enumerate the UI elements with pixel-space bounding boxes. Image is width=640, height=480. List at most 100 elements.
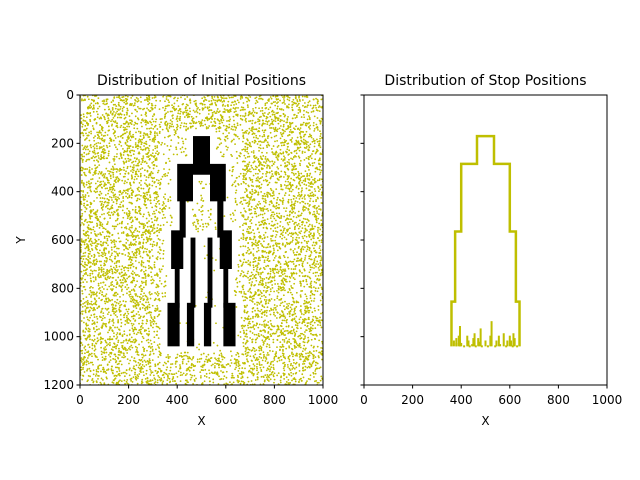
initial-position-point <box>251 307 254 310</box>
initial-position-point <box>151 162 154 164</box>
initial-position-point <box>193 378 196 381</box>
initial-position-point <box>150 293 153 295</box>
initial-position-point <box>166 221 168 224</box>
initial-position-point <box>161 292 164 295</box>
initial-position-point <box>132 376 135 379</box>
initial-position-point <box>261 339 264 342</box>
initial-position-point <box>89 306 92 309</box>
initial-position-point <box>250 219 253 221</box>
initial-position-point <box>245 164 248 167</box>
initial-position-point <box>270 360 273 363</box>
initial-position-point <box>284 210 287 213</box>
initial-position-point <box>120 145 123 147</box>
initial-position-point <box>158 203 161 205</box>
initial-position-point <box>214 362 216 365</box>
initial-position-point <box>177 109 180 112</box>
initial-position-point <box>196 202 199 205</box>
initial-position-point <box>137 170 140 173</box>
initial-position-point <box>224 97 226 100</box>
initial-position-point <box>230 153 232 156</box>
initial-position-point <box>134 216 137 219</box>
initial-position-point <box>143 142 146 145</box>
initial-position-point <box>249 170 252 173</box>
initial-position-point <box>149 130 152 133</box>
initial-position-point <box>93 143 96 146</box>
initial-position-point <box>256 301 258 304</box>
initial-position-point <box>248 200 251 203</box>
initial-position-point <box>243 309 246 312</box>
initial-position-point <box>272 364 275 366</box>
initial-position-point <box>98 177 101 179</box>
initial-position-point <box>263 135 266 138</box>
initial-position-point <box>158 376 161 379</box>
initial-position-point <box>97 134 100 137</box>
initial-position-point <box>253 232 256 235</box>
initial-position-point <box>263 298 266 301</box>
initial-position-point <box>289 277 292 279</box>
initial-position-point <box>167 357 170 360</box>
initial-position-point <box>219 378 222 381</box>
initial-position-point <box>112 285 115 288</box>
initial-position-point <box>245 202 248 205</box>
initial-position-point <box>262 343 265 346</box>
initial-position-point <box>87 354 90 357</box>
initial-position-point <box>214 103 217 106</box>
initial-position-point <box>256 264 259 267</box>
initial-position-point <box>318 208 321 211</box>
initial-position-point <box>95 300 98 302</box>
initial-position-point <box>95 235 98 237</box>
initial-position-point <box>100 202 103 205</box>
initial-position-point <box>140 293 142 296</box>
initial-position-point <box>313 259 316 262</box>
initial-position-point <box>113 115 116 117</box>
initial-position-point <box>153 210 155 213</box>
initial-position-point <box>86 95 89 98</box>
initial-position-point <box>87 237 90 239</box>
initial-position-point <box>161 217 164 220</box>
left-subplot: Distribution of Initial Positions 0 200 40… <box>14 73 338 428</box>
initial-position-point <box>103 108 106 111</box>
initial-position-point <box>99 215 101 218</box>
initial-position-point <box>129 229 132 232</box>
initial-position-point <box>245 131 248 134</box>
initial-position-point <box>233 181 236 184</box>
initial-position-point <box>264 158 267 160</box>
initial-position-point <box>80 277 83 280</box>
initial-position-point <box>106 207 109 210</box>
initial-position-point <box>274 140 276 143</box>
initial-position-point <box>130 154 133 157</box>
initial-position-point <box>201 204 204 207</box>
initial-position-point <box>116 332 119 334</box>
initial-position-point <box>298 95 300 98</box>
initial-position-point <box>96 340 99 343</box>
initial-position-point <box>295 96 297 98</box>
initial-position-point <box>273 249 275 252</box>
initial-position-point <box>296 104 299 106</box>
initial-position-point <box>278 298 281 301</box>
initial-position-point <box>295 239 298 242</box>
initial-position-point <box>302 347 305 350</box>
initial-position-point <box>261 304 264 307</box>
initial-position-point <box>261 151 263 154</box>
initial-position-point <box>242 178 245 181</box>
initial-position-point <box>243 199 245 202</box>
initial-position-point <box>258 356 261 358</box>
initial-position-point <box>156 315 159 318</box>
initial-position-point <box>103 197 106 200</box>
initial-position-point <box>259 177 262 180</box>
initial-position-point <box>131 232 134 234</box>
initial-position-point <box>179 374 182 377</box>
initial-position-point <box>295 361 298 364</box>
initial-position-point <box>201 213 204 216</box>
initial-position-point <box>273 368 275 371</box>
initial-position-point <box>274 268 277 271</box>
initial-position-point <box>97 233 100 236</box>
initial-position-point <box>187 127 190 130</box>
initial-position-point <box>132 314 135 317</box>
initial-position-point <box>308 309 311 312</box>
initial-position-point <box>82 334 85 337</box>
initial-position-point <box>107 204 109 206</box>
initial-position-point <box>129 300 132 303</box>
initial-position-point <box>138 275 141 278</box>
initial-position-point <box>314 225 316 228</box>
